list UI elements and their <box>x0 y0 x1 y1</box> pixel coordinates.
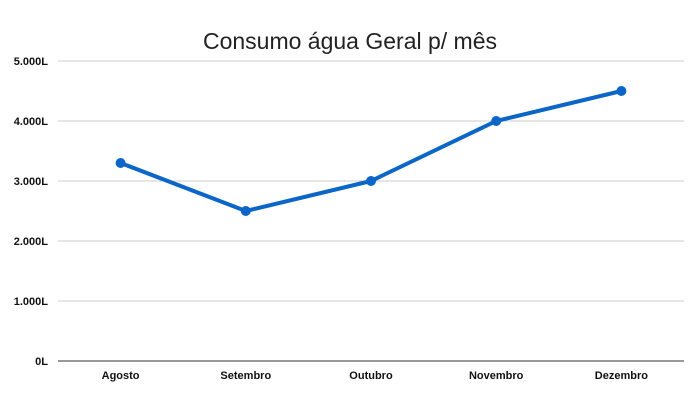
y-tick-label: 0L <box>35 356 48 368</box>
data-point <box>366 176 376 186</box>
y-tick-label: 5.000L <box>14 56 49 68</box>
y-tick-label: 2.000L <box>14 236 49 248</box>
x-tick-label: Outubro <box>349 370 393 382</box>
data-point <box>616 86 627 96</box>
chart-title: Consumo água Geral p/ mês <box>202 28 498 54</box>
x-tick-label: Dezembro <box>595 370 648 382</box>
x-tick-label: Novembro <box>469 370 524 382</box>
y-axis: 0L 1.000L 2.000L 3.000L 4.000L 5.000L <box>14 56 49 368</box>
data-point <box>115 158 126 168</box>
series-line <box>118 89 624 213</box>
y-tick-label: 3.000L <box>14 176 49 188</box>
y-tick-label: 4.000L <box>14 116 49 128</box>
series-layer <box>115 86 627 216</box>
x-tick-label: Agosto <box>102 370 140 382</box>
x-tick-label: Setembro <box>220 370 271 382</box>
y-tick-label: 1.000L <box>14 296 49 308</box>
grid-layer <box>58 60 684 362</box>
x-axis: Agosto Setembro Outubro Novembro Dezembro <box>102 370 649 382</box>
data-point <box>491 116 502 126</box>
data-point <box>240 206 251 216</box>
